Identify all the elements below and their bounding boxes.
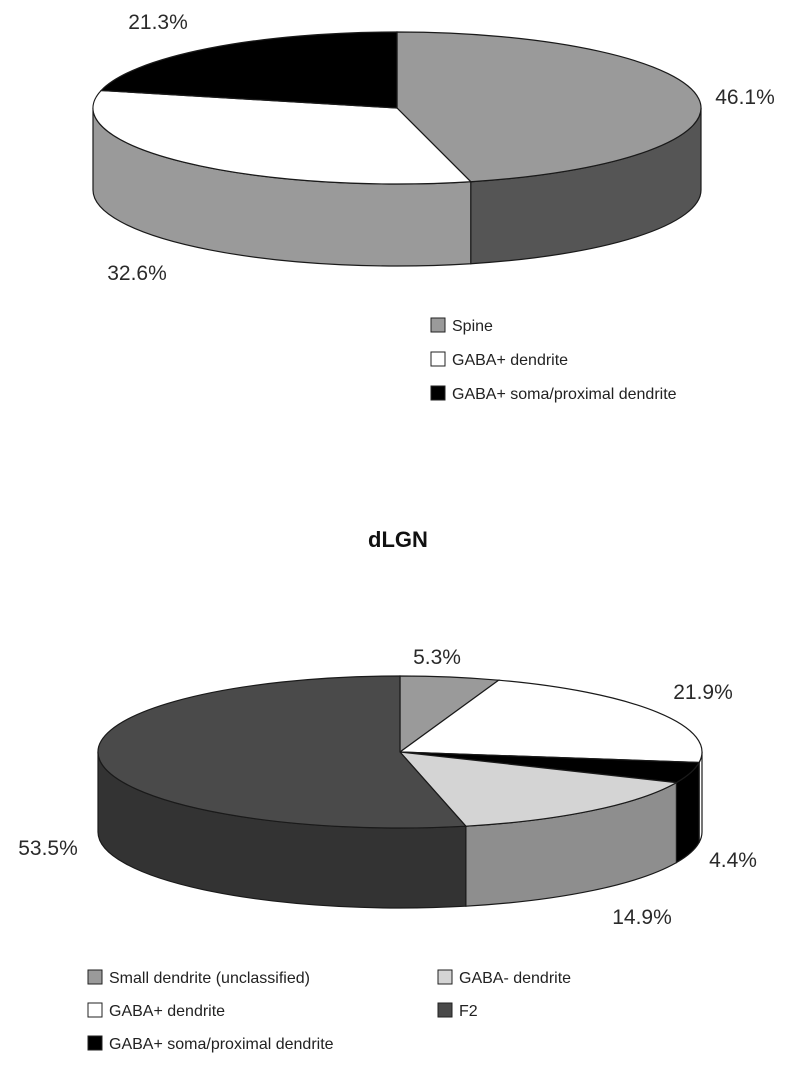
pie2-value-label-gaba-dendrite: 14.9%: [612, 906, 672, 929]
legend-label: GABA+ dendrite: [452, 352, 568, 369]
legend-label: Spine: [452, 318, 493, 335]
pie2-slice-gaba-plus-dendrite: [398, 679, 703, 764]
legend-label: GABA+ dendrite: [109, 1003, 225, 1020]
pie1-value-label-gaba-plus-soma-proximal-dendrite: 21.3%: [128, 11, 188, 34]
pie-chart-2: 5.3% 21.9% 4.4% 14.9% 53.5%: [18, 646, 757, 929]
legend-2: Small dendrite (unclassified) GABA- dend…: [87, 969, 571, 1053]
pie-chart-1: 46.1% 32.6% 21.3%: [92, 11, 775, 285]
pie1-value-label-spine: 46.1%: [715, 86, 775, 109]
legend-1-item-spine: Spine: [430, 317, 493, 335]
pie1-labels: 46.1% 32.6% 21.3%: [107, 11, 775, 285]
legend-1-item-gaba-plus-dendrite: GABA+ dendrite: [430, 351, 568, 369]
legend-swatch: [430, 317, 446, 333]
legend-2-item-gaba-plus-soma: GABA+ soma/proximal dendrite: [87, 1035, 334, 1053]
legend-swatch: [87, 1002, 103, 1018]
legend-2-item-gaba-minus-dendrite: GABA- dendrite: [437, 969, 571, 987]
legend-label: Small dendrite (unclassified): [109, 970, 310, 987]
legend-1: Spine GABA+ dendrite GABA+ soma/proximal…: [430, 317, 677, 403]
legend-2-item-gaba-plus-dendrite: GABA+ dendrite: [87, 1002, 225, 1020]
legend-swatch: [430, 351, 446, 367]
pie1-tops: [92, 31, 702, 185]
pie2-value-label-gaba-plus-dendrite: 21.9%: [673, 681, 733, 704]
pie2-value-label-gaba-plus-soma-proximal-dendrite: 4.4%: [709, 849, 757, 872]
legend-swatch: [87, 969, 103, 985]
pie2-slice-gaba-dendrite: [398, 751, 679, 827]
pie1-slice-gaba-plus-soma-proximal-dendrite: [99, 31, 398, 109]
legend-2-item-small-dendrite: Small dendrite (unclassified): [87, 969, 310, 987]
legend-label: GABA- dendrite: [459, 970, 571, 987]
legend-swatch: [87, 1035, 103, 1051]
legend-swatch: [437, 969, 453, 985]
pie2-labels: 5.3% 21.9% 4.4% 14.9% 53.5%: [18, 646, 757, 929]
legend-1-item-gaba-plus-soma: GABA+ soma/proximal dendrite: [430, 385, 677, 403]
pie2-value-label-small-dendrite-unclassified: 5.3%: [413, 646, 461, 669]
pie2-value-label-f2: 53.5%: [18, 837, 78, 860]
legend-2-item-f2: F2: [437, 1002, 478, 1020]
legend-swatch: [437, 1002, 453, 1018]
pie1-value-label-gaba-plus-dendrite: 32.6%: [107, 262, 167, 285]
pie2-sides: [97, 751, 703, 909]
legend-label: GABA+ soma/proximal dendrite: [452, 386, 677, 403]
pie2-tops: [97, 675, 703, 829]
legend-label: F2: [459, 1003, 478, 1020]
pie1-slice-gaba-plus-dendrite: [92, 89, 473, 185]
pie2-slice-f2: [97, 675, 468, 829]
pie1-slice-spine: [396, 31, 702, 183]
legend-label: GABA+ soma/proximal dendrite: [109, 1036, 334, 1053]
chart-title: dLGN: [368, 527, 428, 552]
legend-swatch: [430, 385, 446, 401]
